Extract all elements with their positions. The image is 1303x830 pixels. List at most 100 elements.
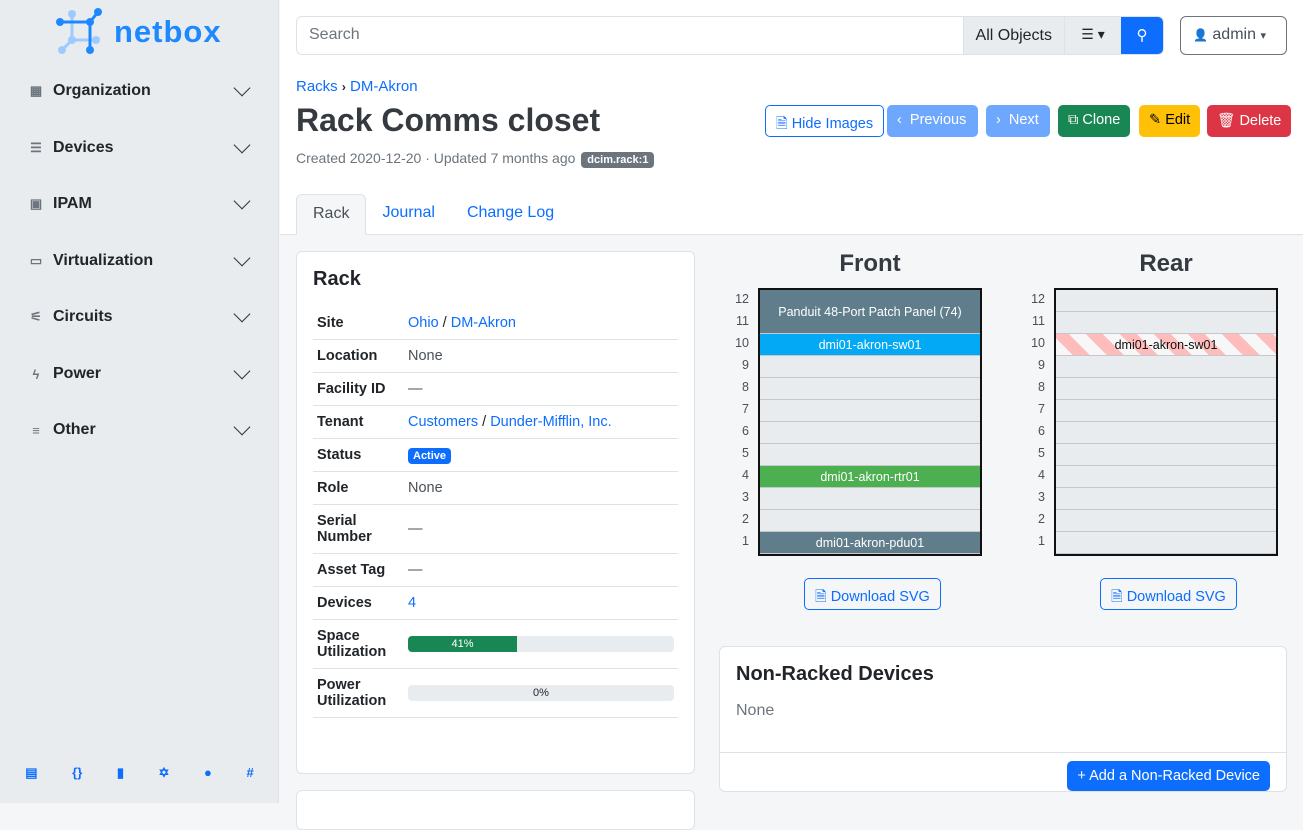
empty-unit[interactable]	[1056, 488, 1276, 510]
rack-device[interactable]: dmi01-akron-sw01	[760, 334, 980, 356]
previous-button[interactable]: ‹ Previous	[887, 105, 978, 137]
github-icon[interactable]: ●	[204, 765, 212, 780]
empty-text: None	[736, 702, 775, 719]
filter-icon: ☰ ▾	[1081, 26, 1105, 42]
rack-device[interactable]: dmi01-akron-pdu01	[760, 532, 980, 554]
page-title: Rack Comms closet	[296, 102, 601, 138]
breadcrumb-racks[interactable]: Racks	[296, 78, 338, 95]
region-link[interactable]: Ohio	[408, 315, 439, 331]
chevron-down-icon	[233, 79, 251, 97]
label: Virtualization	[53, 252, 154, 269]
rack-device[interactable]: Panduit 48-Port Patch Panel (74)	[760, 290, 980, 334]
empty-unit[interactable]	[760, 444, 980, 466]
row-facility: Facility ID —	[313, 372, 678, 406]
page-header: Search All Objects ☰ ▾ ⚲ 👤 admin ▾ Racks…	[280, 0, 1303, 235]
key: Devices	[313, 586, 404, 620]
graphql-icon[interactable]: ✡	[158, 765, 170, 780]
rack-device[interactable]: dmi01-akron-sw01	[1056, 334, 1276, 356]
netbox-logo[interactable]: netbox	[56, 8, 222, 56]
search-input[interactable]: Search	[309, 26, 360, 43]
tenant-group-link[interactable]: Customers	[408, 414, 479, 430]
slack-icon[interactable]: #	[246, 765, 254, 780]
empty-unit[interactable]	[760, 356, 980, 378]
devices-link[interactable]: 4	[408, 595, 417, 611]
label: Download SVG	[830, 589, 930, 605]
sidebar-item-virtualization[interactable]: ▭ Virtualization	[28, 249, 252, 270]
tab-journal[interactable]: Journal	[382, 204, 435, 221]
empty-unit[interactable]	[760, 422, 980, 444]
empty-unit[interactable]	[760, 400, 980, 422]
meta-text: Created 2020-12-20 · Updated 7 months ag…	[296, 150, 576, 166]
docs-icon[interactable]: ▮	[116, 765, 124, 780]
label: Edit	[1165, 112, 1191, 128]
empty-unit[interactable]	[1056, 312, 1276, 334]
empty-unit[interactable]	[760, 488, 980, 510]
sidebar-item-organization[interactable]: ▦ Organization	[28, 79, 252, 100]
unit-number: 6	[742, 424, 749, 438]
sidebar-item-other[interactable]: ≡ Other	[28, 418, 252, 439]
logo-text: netbox	[114, 14, 222, 49]
search-button[interactable]: ⚲	[1121, 17, 1163, 54]
label: Add a Non-Racked Device	[1089, 768, 1260, 784]
download-front-svg-button[interactable]: 🗎 Download SVG	[804, 578, 941, 610]
unit-number: 2	[742, 512, 749, 526]
rack-attributes: Site Ohio / DM-Akron Location None Facilit…	[313, 307, 678, 718]
site-link[interactable]: DM-Akron	[450, 315, 516, 331]
empty-unit[interactable]	[1056, 290, 1276, 312]
row-space-utilization: Space Utilization 41%	[313, 619, 678, 669]
edit-button[interactable]: ✎ Edit	[1139, 105, 1201, 137]
sidebar: netbox ▦ Organization ☰ Devices ▣ IPAM ▭ Vir…	[0, 0, 279, 803]
row-power-utilization: Power Utilization 0%	[313, 668, 678, 718]
label: Organization	[53, 82, 151, 99]
book-icon[interactable]: ▤	[25, 765, 38, 780]
chevron-left-icon: ‹	[897, 112, 902, 128]
row-tenant: Tenant Customers / Dunder-Mifflin, Inc.	[313, 405, 678, 439]
unit-number: 11	[736, 314, 749, 328]
value: —	[404, 553, 678, 587]
filter-dropdown[interactable]: ☰ ▾	[1064, 17, 1121, 54]
sidebar-footer: ▤ {} ▮ ✡ ● #	[0, 765, 279, 781]
empty-unit[interactable]	[1056, 444, 1276, 466]
empty-unit[interactable]	[760, 510, 980, 532]
download-rear-svg-button[interactable]: 🗎 Download SVG	[1100, 578, 1237, 610]
empty-unit[interactable]	[1056, 356, 1276, 378]
row-devices: Devices 4	[313, 586, 678, 620]
empty-unit[interactable]	[760, 378, 980, 400]
card-title: Rack	[313, 268, 361, 290]
empty-unit[interactable]	[1056, 378, 1276, 400]
empty-unit[interactable]	[1056, 532, 1276, 554]
empty-unit[interactable]	[1056, 400, 1276, 422]
user-menu[interactable]: 👤 admin ▾	[1180, 16, 1287, 55]
api-icon[interactable]: {}	[72, 765, 83, 780]
sidebar-item-ipam[interactable]: ▣ IPAM	[28, 192, 252, 213]
unit-number: 10	[735, 336, 749, 350]
rack-device[interactable]: dmi01-akron-rtr01	[760, 466, 980, 488]
unit-number: 1	[742, 534, 749, 548]
clone-button[interactable]: ⧉ Clone	[1058, 105, 1131, 137]
copy-icon: ⧉	[1068, 112, 1079, 128]
unit-number: 1	[1038, 534, 1045, 548]
label: Circuits	[53, 308, 113, 325]
empty-unit[interactable]	[1056, 510, 1276, 532]
sidebar-item-devices[interactable]: ☰ Devices	[28, 136, 252, 157]
image-icon: 🗎	[776, 116, 788, 132]
empty-unit[interactable]	[1056, 422, 1276, 444]
empty-unit[interactable]	[1056, 466, 1276, 488]
sidebar-item-power[interactable]: ϟ Power	[28, 362, 252, 383]
hide-images-button[interactable]: 🗎 Hide Images	[765, 105, 885, 137]
add-non-racked-device-button[interactable]: + Add a Non-Racked Device	[1067, 761, 1270, 791]
sidebar-item-circuits[interactable]: ⚟ Circuits	[28, 305, 252, 326]
breadcrumb-site[interactable]: DM-Akron	[350, 78, 418, 95]
tab-changelog[interactable]: Change Log	[466, 204, 555, 221]
key: Space Utilization	[313, 619, 404, 669]
tab-rack[interactable]: Rack	[296, 194, 367, 235]
unit-number: 5	[742, 446, 749, 460]
delete-button[interactable]: 🗑 Delete	[1207, 105, 1292, 137]
next-button[interactable]: › Next	[986, 105, 1050, 137]
card-title: Non-Racked Devices	[736, 663, 934, 685]
object-type-select[interactable]: All Objects	[962, 17, 1064, 54]
tenant-link[interactable]: Dunder-Mifflin, Inc.	[490, 414, 612, 430]
breadcrumb: Racks › DM-Akron	[296, 78, 418, 95]
chevron-down-icon	[233, 136, 251, 154]
lightning-icon: ϟ	[32, 366, 40, 382]
